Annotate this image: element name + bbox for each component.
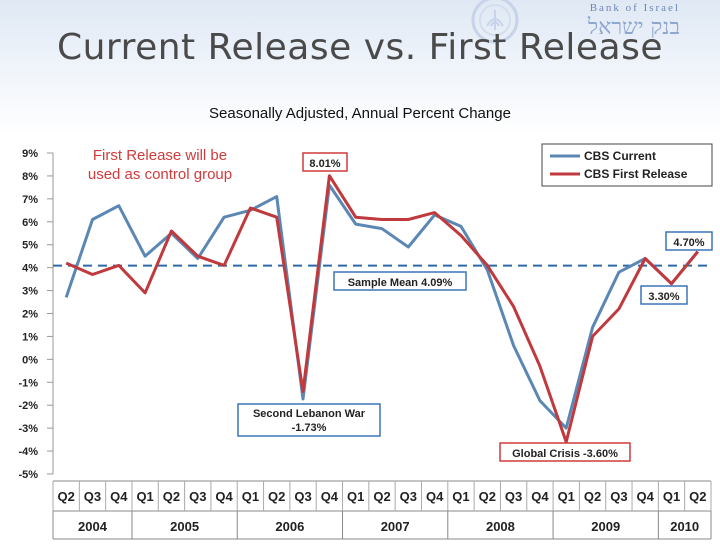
x-tick-label: Q4	[110, 489, 128, 504]
y-tick-label: 4%	[22, 263, 38, 275]
y-tick-label: 1%	[22, 331, 38, 343]
y-tick-label: 6%	[22, 217, 38, 229]
y-tick-label: -1%	[18, 377, 38, 389]
chart-area: 9% 8% 7% 6% 5% 4% 3% 2% 1% 0% -1% -2% -3% -4% -5% CBS …	[0, 136, 720, 540]
annotation-lebanon-line2: -1.73%	[292, 422, 327, 434]
annotation-crisis: Global Crisis -3.60%	[499, 442, 631, 462]
year-label: 2009	[591, 519, 620, 534]
x-axis-table: Q2 Q3 Q4 Q1 Q2 Q3 Q4 Q1 Q2 Q3 Q4 Q1 Q2 Q3 Q4 Q1 Q2 Q3 Q4 Q1…	[52, 480, 712, 540]
axis-layer: 9% 8% 7% 6% 5% 4% 3% 2% 1% 0% -1% -2% -3% -4% -5%	[18, 148, 54, 481]
x-tick-label: Q2	[373, 489, 390, 504]
control-group-note-line1: First Release will be	[93, 147, 227, 164]
annotation-peak: 8.01%	[302, 152, 348, 172]
y-tick-label: -4%	[18, 446, 38, 458]
y-tick-label: 0%	[22, 354, 38, 366]
series-line-cbs-first-release	[65, 174, 699, 444]
y-tick-label: 5%	[22, 240, 38, 252]
logo-text-en: Bank of Israel	[589, 2, 680, 14]
annotation-end: 4.70%	[665, 231, 713, 251]
control-group-note-line2: used as control group	[88, 166, 232, 183]
y-tick-label: 7%	[22, 194, 38, 206]
y-tick-label: 3%	[22, 286, 38, 298]
y-tick-label: -3%	[18, 423, 38, 435]
x-tick-label: Q2	[268, 489, 285, 504]
annotation-crisis-label: Global Crisis -3.60%	[512, 448, 618, 460]
annotation-lebanon: Second Lebanon War -1.73%	[237, 403, 381, 437]
x-tick-label: Q4	[426, 489, 444, 504]
legend: CBS Current CBS First Release	[541, 143, 713, 187]
annotation-end-label: 4.70%	[673, 237, 704, 249]
annotation-mean-label: Sample Mean 4.09%	[348, 277, 453, 289]
logo-text-he: בנק ישראל	[587, 15, 680, 40]
series-line-cbs-current	[64, 183, 699, 430]
bank-logo: Bank of Israel בנק ישראל	[470, 0, 710, 44]
x-tick-label: Q3	[189, 489, 206, 504]
x-tick-label: Q1	[452, 489, 469, 504]
y-tick-label: 9%	[22, 148, 38, 160]
year-label: 2010	[670, 519, 699, 534]
annotation-lebanon-line1: Second Lebanon War	[253, 408, 366, 420]
x-tick-label: Q4	[215, 489, 233, 504]
y-tick-label: -5%	[18, 469, 38, 481]
x-tick-label: Q1	[663, 489, 680, 504]
x-tick-label: Q1	[558, 489, 575, 504]
x-tick-label: Q2	[163, 489, 180, 504]
y-tick-label: -2%	[18, 400, 38, 412]
y-tick-label: 8%	[22, 171, 38, 183]
x-tick-label: Q1	[136, 489, 153, 504]
line-chart: 9% 8% 7% 6% 5% 4% 3% 2% 1% 0% -1% -2% -3% -4% -5% CBS …	[18, 143, 713, 540]
year-label: 2004	[78, 519, 108, 534]
x-tick-label: Q1	[242, 489, 259, 504]
y-tick-label: 2%	[22, 309, 38, 321]
x-tick-label: Q2	[584, 489, 601, 504]
year-label: 2005	[170, 519, 199, 534]
x-tick-label: Q4	[321, 489, 339, 504]
x-tick-label: Q3	[505, 489, 522, 504]
annotation-low2010: 3.30%	[640, 285, 688, 305]
annotation-low2010-label: 3.30%	[648, 291, 679, 303]
x-tick-label: Q2	[689, 489, 706, 504]
x-tick-label: Q3	[294, 489, 311, 504]
menorah-seal-icon	[471, 0, 519, 44]
x-tick-label: Q3	[610, 489, 627, 504]
chart-subtitle: Seasonally Adjusted, Annual Percent Chan…	[209, 105, 511, 122]
header-band	[0, 0, 720, 135]
x-tick-label: Q1	[347, 489, 364, 504]
year-label: 2008	[486, 519, 515, 534]
x-tick-label: Q2	[57, 489, 74, 504]
page-title: Current Release vs. First Release	[56, 27, 664, 68]
annotation-mean: Sample Mean 4.09%	[333, 271, 467, 291]
x-tick-label: Q3	[84, 489, 101, 504]
x-tick-label: Q2	[479, 489, 496, 504]
year-label: 2006	[275, 519, 304, 534]
legend-label-cbs-first-release: CBS First Release	[584, 167, 688, 181]
x-tick-label: Q3	[400, 489, 417, 504]
year-label: 2007	[381, 519, 410, 534]
legend-label-cbs-current: CBS Current	[584, 149, 656, 163]
x-tick-label: Q4	[637, 489, 655, 504]
annotation-peak-label: 8.01%	[309, 158, 340, 170]
x-tick-label: Q4	[531, 489, 549, 504]
